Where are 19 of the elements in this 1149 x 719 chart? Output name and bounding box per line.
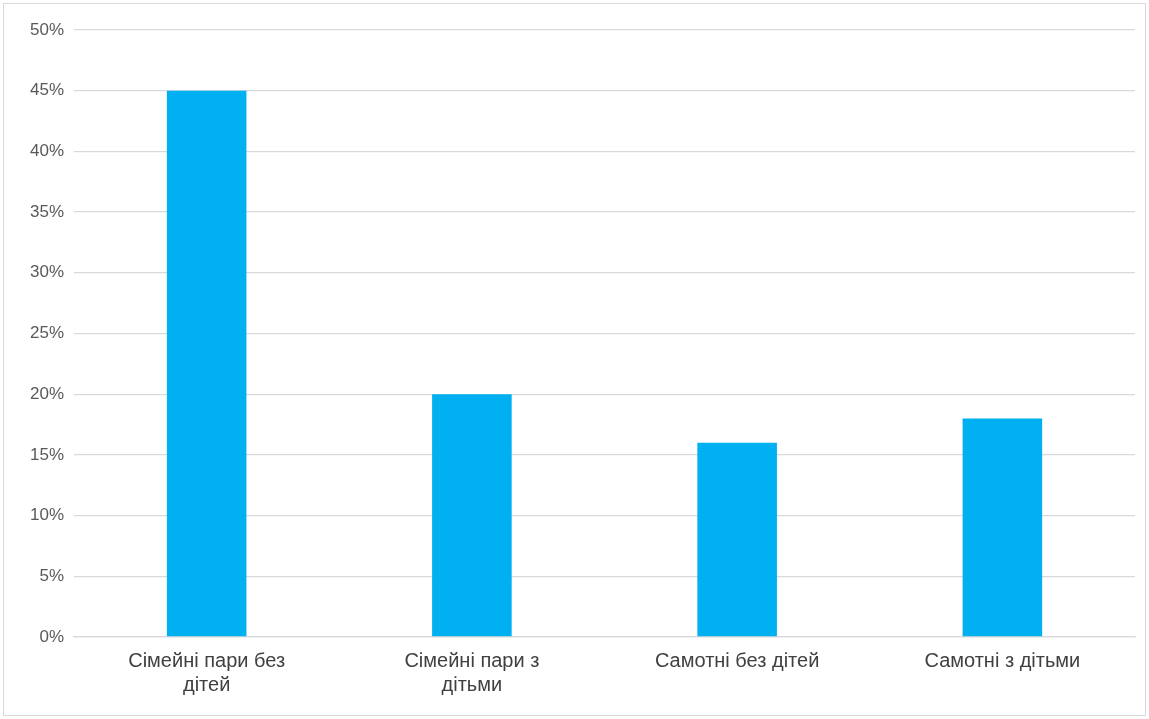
y-tick-label: 5% [39,565,65,585]
bar [432,394,512,637]
y-tick-label: 45% [29,80,65,100]
y-tick-label: 20% [29,383,65,403]
y-tick-label: 0% [39,626,65,646]
y-tick-label: 30% [29,262,65,282]
bar [962,418,1043,637]
y-tick-label: 35% [29,201,65,221]
y-tick-label: 50% [29,19,65,39]
bar [166,90,247,637]
x-tick-label: Сімейні пари без дітей [128,648,286,695]
y-tick-label: 25% [29,323,65,343]
x-tick-label: Самотні без дітей [654,648,820,671]
y-tick-label: 15% [29,444,65,464]
y-tick-label: 40% [29,141,65,161]
y-tick-label: 10% [29,505,65,525]
x-tick-label: Сімейні пари з дітьми [404,648,540,695]
bar [697,442,777,637]
x-tick-label: Самотні з дітьми [924,648,1081,671]
